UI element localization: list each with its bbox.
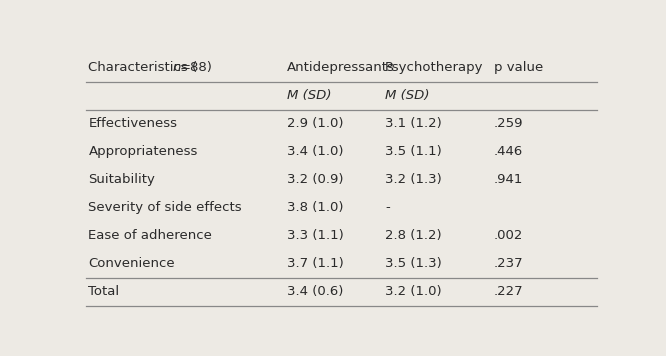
Text: M (SD): M (SD)	[385, 89, 430, 102]
Text: .227: .227	[494, 286, 523, 298]
Text: 3.4 (0.6): 3.4 (0.6)	[287, 286, 344, 298]
Text: Antidepressants: Antidepressants	[287, 61, 395, 74]
Text: 3.4 (1.0): 3.4 (1.0)	[287, 145, 344, 158]
Text: 3.1 (1.2): 3.1 (1.2)	[385, 117, 442, 130]
Text: .259: .259	[494, 117, 523, 130]
Text: 3.2 (0.9): 3.2 (0.9)	[287, 173, 344, 186]
Text: Total: Total	[89, 286, 119, 298]
Text: Characteristics (: Characteristics (	[89, 61, 198, 74]
Text: M (SD): M (SD)	[287, 89, 332, 102]
Text: 3.7 (1.1): 3.7 (1.1)	[287, 257, 344, 270]
Text: .446: .446	[494, 145, 523, 158]
Text: n: n	[173, 61, 181, 74]
Text: 3.5 (1.3): 3.5 (1.3)	[385, 257, 442, 270]
Text: Suitability: Suitability	[89, 173, 155, 186]
Text: 3.2 (1.3): 3.2 (1.3)	[385, 173, 442, 186]
Text: .941: .941	[494, 173, 523, 186]
Text: 3.5 (1.1): 3.5 (1.1)	[385, 145, 442, 158]
Text: .237: .237	[494, 257, 523, 270]
Text: Severity of side effects: Severity of side effects	[89, 201, 242, 214]
Text: -: -	[385, 201, 390, 214]
Text: 3.2 (1.0): 3.2 (1.0)	[385, 286, 442, 298]
Text: Psychotherapy: Psychotherapy	[385, 61, 484, 74]
Text: Convenience: Convenience	[89, 257, 175, 270]
Text: 3.3 (1.1): 3.3 (1.1)	[287, 229, 344, 242]
Text: Appropriateness: Appropriateness	[89, 145, 198, 158]
Text: =88): =88)	[179, 61, 212, 74]
Text: 2.9 (1.0): 2.9 (1.0)	[287, 117, 344, 130]
Text: 2.8 (1.2): 2.8 (1.2)	[385, 229, 442, 242]
Text: p value: p value	[494, 61, 543, 74]
Text: 3.8 (1.0): 3.8 (1.0)	[287, 201, 344, 214]
Text: .002: .002	[494, 229, 523, 242]
Text: Ease of adherence: Ease of adherence	[89, 229, 212, 242]
Text: Effectiveness: Effectiveness	[89, 117, 177, 130]
